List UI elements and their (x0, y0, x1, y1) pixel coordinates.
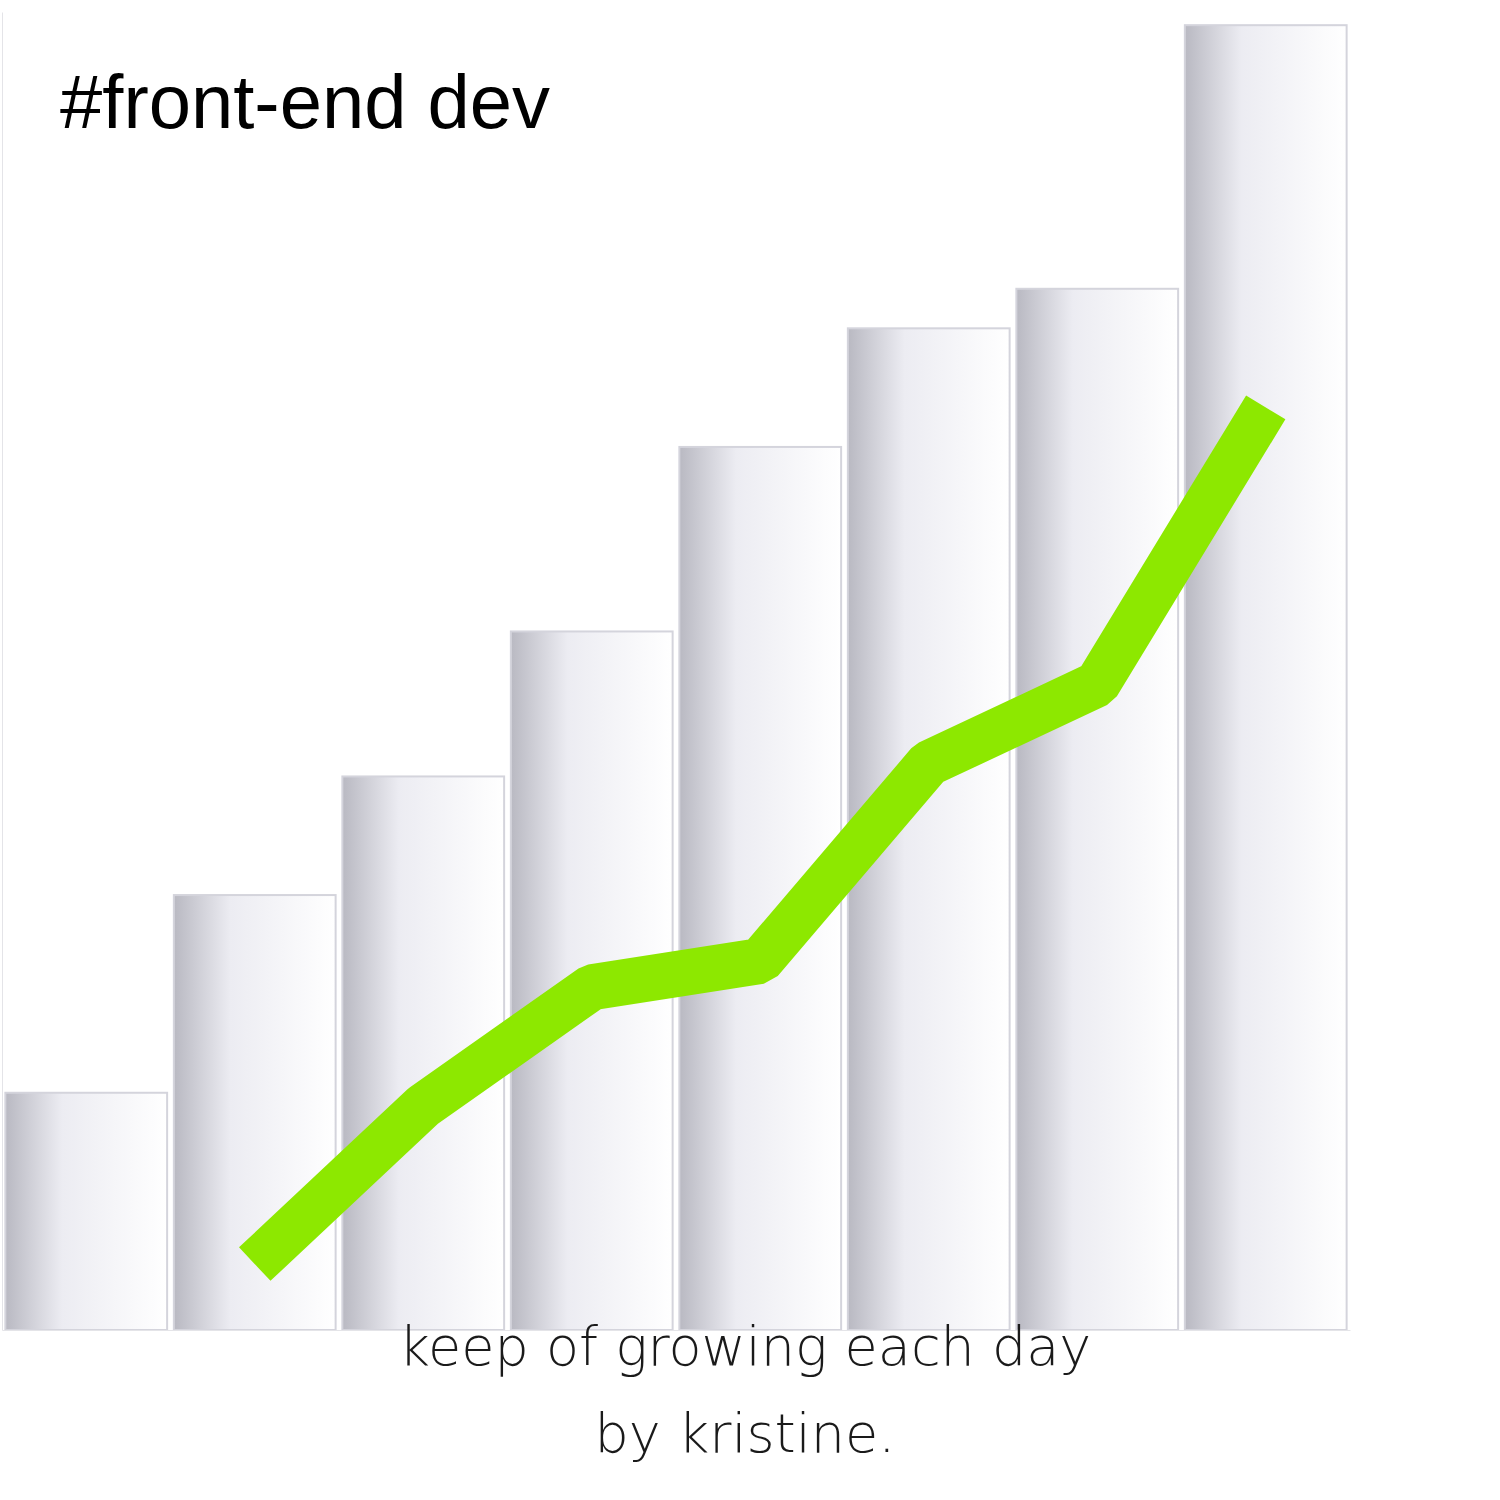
y-axis (2, 13, 3, 1331)
annotation: keep of growing each day (399, 1315, 1092, 1378)
annotation: by kristine. (595, 1402, 896, 1465)
bar (1016, 289, 1178, 1330)
bar (174, 895, 336, 1330)
bars (5, 25, 1346, 1330)
bar (5, 1093, 167, 1330)
y-axis-line (2, 13, 3, 1331)
title: #front-end dev (60, 59, 550, 144)
trend-line (255, 407, 1266, 1264)
plot-area (5, 25, 1346, 1330)
chart-canvas: #front-end dev keep of growing each day by… (0, 0, 1500, 1500)
bar (1185, 25, 1347, 1330)
